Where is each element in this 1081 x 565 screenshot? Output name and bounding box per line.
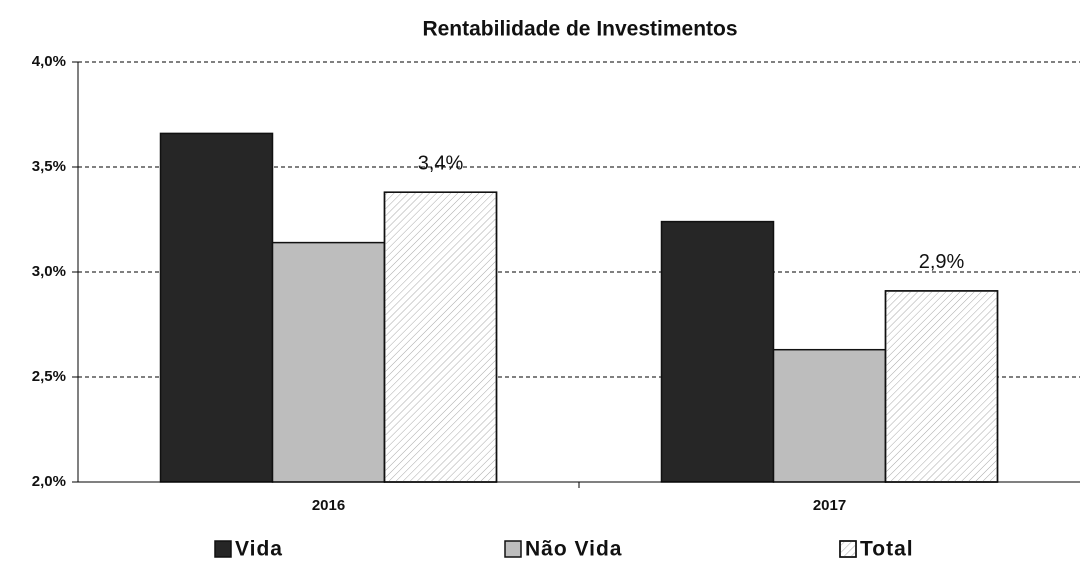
- x-tick-label: 2017: [813, 497, 846, 514]
- legend-swatch: [214, 540, 232, 558]
- y-tick-label: 2,5%: [32, 368, 66, 385]
- legend-label: Não Vida: [525, 538, 622, 561]
- bar: [271, 241, 386, 483]
- chart-title: Rentabilidade de Investimentos: [422, 18, 737, 41]
- legend-label: Total: [860, 538, 914, 561]
- legend-label: Vida: [235, 538, 283, 561]
- bar: [159, 132, 274, 483]
- bar-hatch: [383, 191, 498, 483]
- legend-swatch-hatch: [839, 540, 857, 558]
- value-label: 2,9%: [919, 251, 965, 273]
- legend-swatch: [504, 540, 522, 558]
- value-label: 3,4%: [418, 152, 464, 174]
- y-tick-label: 2,0%: [32, 473, 66, 490]
- y-tick-label: 3,0%: [32, 263, 66, 280]
- y-tick-label: 3,5%: [32, 158, 66, 175]
- x-tick-label: 2016: [312, 497, 345, 514]
- bar-hatch: [884, 290, 999, 483]
- bar: [772, 348, 887, 483]
- bar: [660, 220, 775, 483]
- y-tick-label: 4,0%: [32, 53, 66, 70]
